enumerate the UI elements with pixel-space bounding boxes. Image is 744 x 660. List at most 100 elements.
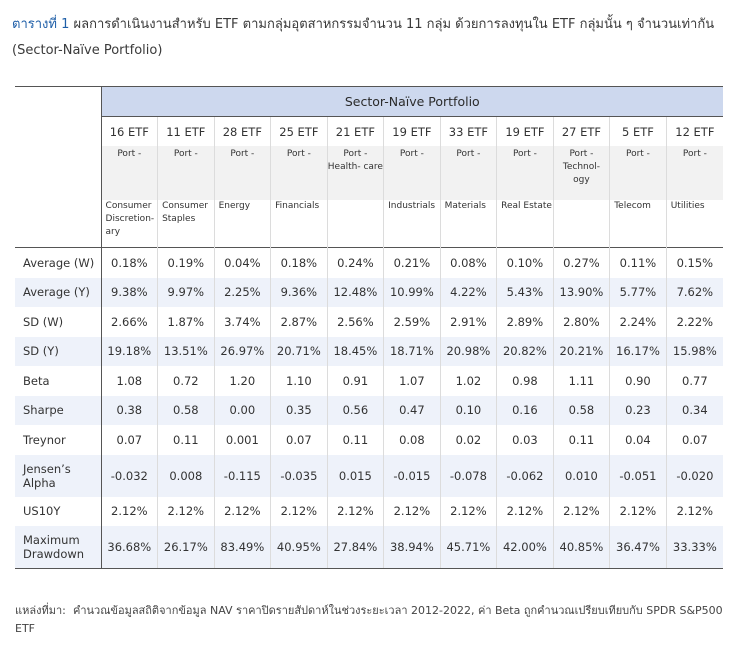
data-cell: 2.12% [609, 496, 667, 526]
data-cell: 1.10 [270, 366, 328, 396]
table-caption-text: ผลการดำเนินงานสำหรับ ETF ตามกลุ่มอุตสาหก… [12, 17, 715, 58]
source-note: แหล่งที่มา: คำนวณข้อมูลสถิติจากข้อมูล NAV… [15, 602, 730, 638]
data-cell: 9.36% [270, 277, 328, 307]
data-cell: -0.051 [609, 454, 667, 497]
etf-count-cell: 33 ETF [440, 116, 498, 146]
data-cell: 0.15% [666, 247, 723, 278]
table-header-band: Sector-Naïve Portfolio [15, 86, 723, 117]
data-cell: -0.020 [666, 454, 723, 497]
row-label: Average (W) [15, 247, 102, 278]
data-cell: 2.22% [676, 314, 714, 329]
data-cell: 2.12% [101, 496, 159, 526]
table-row: SD (W) 2.66% 1.87% 3.74% 2.87% 2.56% 2.59% 2.91… [15, 307, 723, 337]
port-cell: Port - Technol- ogy [553, 146, 611, 200]
sector-cell: Real Estate [496, 200, 554, 248]
table-row: Average (Y) 9.38% 9.97% 2.25% 9.36% 12.48% 10.… [15, 277, 723, 307]
data-cell: 13.51% [157, 336, 215, 366]
data-cell: 16.17% [609, 336, 667, 366]
data-cell: 10.99% [383, 277, 441, 307]
data-cell: 0.23 [609, 395, 667, 425]
port-cell: Port - [609, 146, 667, 200]
sector-cell: Energy [214, 200, 272, 248]
data-cell: 2.80% [553, 307, 611, 337]
sector-cell: Consumer Discretion- ary [101, 200, 159, 248]
data-cell: 0.16 [496, 395, 554, 425]
portfolio-header: Sector-Naïve Portfolio [101, 86, 723, 117]
row-label: Sharpe [15, 395, 102, 425]
etf-count-cell: 12 ETF [675, 124, 715, 139]
data-cell: 0.11 [327, 425, 385, 455]
etf-count-cell: 19 ETF [496, 116, 554, 146]
sector-cell: Telecom [609, 200, 667, 248]
data-cell: 2.89% [496, 307, 554, 337]
port-cell: Port - [666, 146, 723, 200]
table-row: Jensen’s Alpha -0.032 0.008 -0.115 -0.035 0.0… [15, 454, 723, 497]
data-cell: 0.04 [609, 425, 667, 455]
sector-cell: Industrials [383, 200, 441, 248]
table-row: Sharpe 0.38 0.58 0.00 0.35 0.56 0.47 0.10 0.16 0.… [15, 395, 723, 425]
sector-cell: Materials [440, 200, 498, 248]
data-cell: 2.12% [553, 496, 611, 526]
data-cell: 0.00 [214, 395, 272, 425]
data-cell: 12.48% [327, 277, 385, 307]
data-cell: 2.59% [383, 307, 441, 337]
data-cell: 7.62% [666, 277, 723, 307]
data-cell: 0.010 [553, 454, 611, 497]
data-cell: 0.18% [270, 247, 328, 278]
etf-count-cell: 21 ETF [327, 116, 385, 146]
sector-cell: Financials [270, 200, 328, 248]
data-cell: 0.04% [214, 247, 272, 278]
etf-count-cell: 16 ETF [101, 116, 159, 146]
data-cell: 0.015 [327, 454, 385, 497]
row-label: US10Y [15, 496, 102, 526]
etf-count-cell: 28 ETF [214, 116, 272, 146]
row-label: Maximum Drawdown [15, 526, 102, 569]
data-cell: -0.035 [270, 454, 328, 497]
data-cell: 19.18% [101, 336, 159, 366]
sector-cell [553, 200, 611, 248]
data-cell: 2.66% [101, 307, 159, 337]
data-cell: 0.47 [383, 395, 441, 425]
port-cell: Port - [270, 146, 328, 200]
data-cell: 20.21% [553, 336, 611, 366]
row-label: SD (W) [15, 307, 102, 337]
data-cell: 83.49% [214, 526, 272, 569]
row-label: SD (Y) [15, 336, 102, 366]
data-cell: 38.94% [383, 526, 441, 569]
data-cell: 2.12% [327, 496, 385, 526]
data-cell: 1.11 [553, 366, 611, 396]
sector-cell [327, 200, 385, 248]
etf-count-cell: 25 ETF [270, 116, 328, 146]
data-cell: 40.95% [270, 526, 328, 569]
port-cell: Port - [157, 146, 215, 200]
data-cell: 0.18% [101, 247, 159, 278]
performance-table: Sector-Naïve Portfolio 16 ETF 11 ETF 28 ET… [15, 86, 723, 569]
table-row: Beta 1.08 0.72 1.20 1.10 0.91 1.07 1.02 0.98 1.11… [15, 366, 723, 396]
data-cell: 2.91% [440, 307, 498, 337]
data-cell: 18.45% [327, 336, 385, 366]
data-cell: 2.12% [157, 496, 215, 526]
data-cell: 3.74% [214, 307, 272, 337]
data-cell: 2.24% [609, 307, 667, 337]
port-cell: Port - [440, 146, 498, 200]
data-cell: 5.43% [496, 277, 554, 307]
data-cell: 2.12% [270, 496, 328, 526]
data-cell: 0.001 [214, 425, 272, 455]
data-cell: 0.90 [609, 366, 667, 396]
data-cell: 33.33% [666, 526, 723, 569]
table-row: SD (Y) 19.18% 13.51% 26.97% 20.71% 18.45% 18.7… [15, 336, 723, 366]
table-row: Treynor 0.07 0.11 0.001 0.07 0.11 0.08 0.02 0.03… [15, 425, 723, 455]
data-cell: 0.21% [383, 247, 441, 278]
data-cell: 0.03 [496, 425, 554, 455]
data-cell: 0.58 [157, 395, 215, 425]
data-cell: 0.77 [682, 373, 708, 388]
data-cell: 1.02 [440, 366, 498, 396]
data-cell: 0.11% [609, 247, 667, 278]
data-cell: 2.87% [270, 307, 328, 337]
table-row: US10Y 2.12% 2.12% 2.12% 2.12% 2.12% 2.12% 2.12%… [15, 496, 723, 526]
table-row: Average (W) 0.18% 0.19% 0.04% 0.18% 0.24% 0.21… [15, 247, 723, 278]
data-cell: 0.008 [157, 454, 215, 497]
port-row: Port - Port - Port - Port - Port - Health- c… [15, 146, 723, 200]
data-cell: 0.07 [101, 425, 159, 455]
data-cell: 26.97% [214, 336, 272, 366]
